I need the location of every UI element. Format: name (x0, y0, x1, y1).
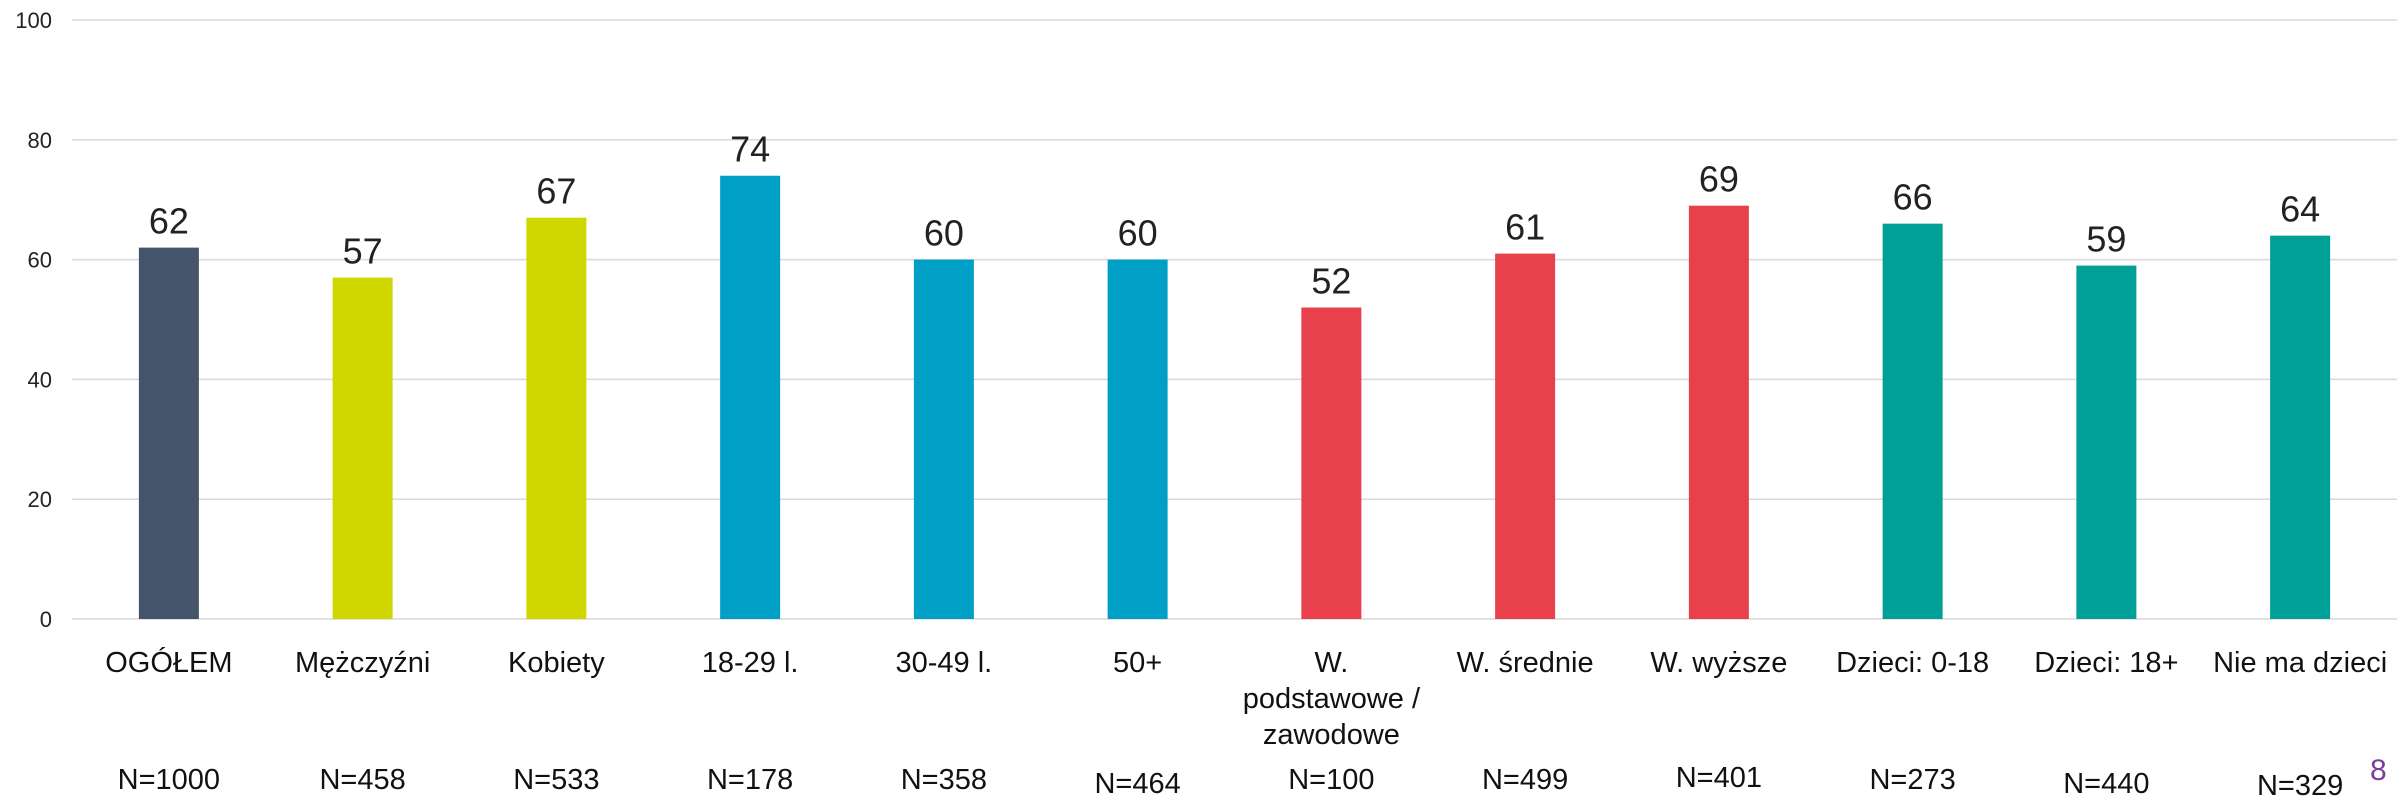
data-label: 67 (536, 171, 576, 212)
sample-size-label: N=533 (513, 764, 600, 796)
data-label: 60 (1118, 213, 1158, 254)
page-number: 8 (2370, 754, 2387, 787)
data-label: 66 (1893, 177, 1933, 218)
category-label: Kobiety (508, 647, 605, 679)
bar (138, 247, 199, 619)
category-label: Dzieci: 18+ (2034, 647, 2179, 679)
sample-size-label: N=464 (1094, 768, 1181, 800)
y-tick-label: 40 (28, 367, 52, 392)
sample-size-label: N=273 (1869, 764, 1956, 796)
y-tick-label: 0 (40, 607, 52, 632)
sample-size-label: N=178 (706, 764, 794, 796)
category-label: Dzieci: 0-18 (1836, 647, 1990, 679)
data-label: 61 (1505, 207, 1545, 248)
sample-size-label: N=100 (1288, 764, 1375, 796)
bar (526, 217, 587, 620)
y-tick-label: 80 (28, 128, 52, 153)
category-label: 30-49 l. (895, 647, 993, 679)
bar (1495, 253, 1556, 620)
sample-size-label: N=499 (1481, 764, 1569, 796)
sample-size-label: N=458 (319, 764, 406, 796)
data-label: 62 (149, 201, 189, 242)
category-label: W. podstawowe / zawodowe (1242, 647, 1421, 751)
data-label: 60 (924, 213, 964, 254)
bar (1301, 307, 1362, 619)
data-label: 69 (1699, 159, 1739, 200)
category-label: 18-29 l. (701, 647, 799, 679)
sample-size-label: N=358 (900, 764, 987, 796)
bar (2270, 235, 2331, 619)
category-label: W. średnie (1456, 647, 1594, 679)
data-label: 52 (1311, 261, 1351, 302)
category-label: Mężczyźni (294, 647, 431, 679)
category-label: 50+ (1113, 647, 1163, 679)
bars (138, 175, 2331, 620)
y-tick-label: 20 (28, 487, 52, 512)
data-label: 59 (2086, 219, 2126, 260)
data-label: 57 (343, 231, 383, 272)
sample-size-label: N=440 (2063, 768, 2150, 800)
sample-size-label: N=1000 (117, 764, 221, 796)
data-label: 74 (730, 129, 770, 170)
bar (1107, 259, 1168, 619)
bar (913, 259, 974, 619)
bar (2076, 265, 2137, 619)
y-tick-label: 60 (28, 248, 52, 273)
sample-size-label: N=401 (1675, 762, 1762, 794)
y-axis-ticks: 0 20 40 60 80 100 (15, 8, 52, 632)
category-label: OGÓŁEM (105, 647, 233, 679)
data-label: 64 (2280, 189, 2320, 230)
sample-size-label: N=329 (2256, 770, 2344, 802)
data-labels: 62 57 67 74 60 60 52 61 69 66 59 64 (149, 129, 2320, 302)
bar (332, 277, 393, 619)
category-label: W. wyższe (1650, 647, 1788, 679)
bar (720, 175, 781, 620)
bar (1688, 205, 1749, 619)
category-label: Nie ma dzieci (2213, 647, 2388, 679)
gridlines (72, 19, 2397, 620)
y-tick-label: 100 (15, 8, 52, 33)
bar (1882, 223, 1943, 619)
